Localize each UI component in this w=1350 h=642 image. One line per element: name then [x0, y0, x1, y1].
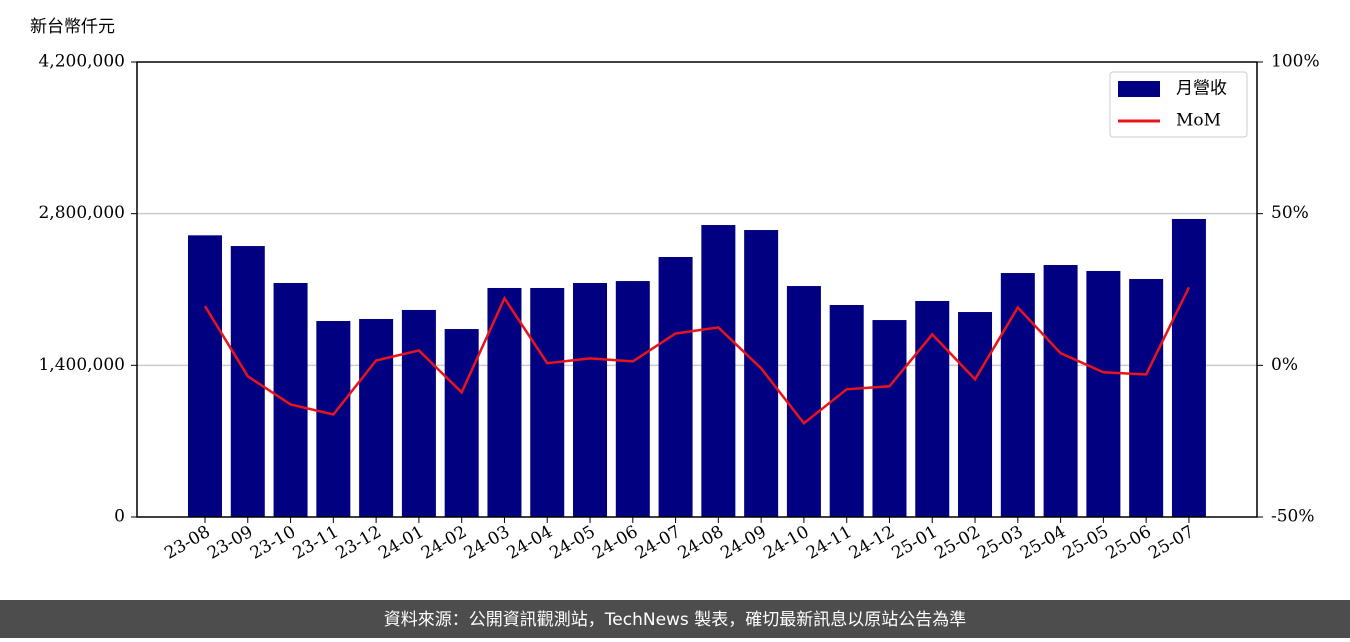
- bar: [444, 329, 479, 517]
- x-tick-label: 24-12: [846, 522, 898, 564]
- bar: [1171, 218, 1206, 517]
- x-tick-label: 23-12: [332, 522, 384, 564]
- bar: [359, 318, 394, 517]
- bar: [573, 283, 608, 517]
- y-tick-label: 0: [114, 507, 125, 527]
- bar: [958, 312, 993, 517]
- y-tick-label: 4,200,000: [38, 52, 125, 72]
- x-tick-label: 24-04: [504, 522, 556, 564]
- x-tick-label: 24-10: [760, 522, 812, 564]
- y2-tick-label: -50%: [1271, 507, 1315, 527]
- mom-line: [203, 286, 1191, 426]
- x-tick-label: 23-10: [247, 522, 299, 564]
- y-tick-label: 2,800,000: [38, 203, 125, 223]
- x-tick-label: 24-08: [675, 522, 727, 564]
- bar: [658, 257, 693, 517]
- x-tick-label: 23-08: [161, 522, 213, 564]
- x-tick-label: 25-02: [931, 522, 983, 564]
- bar: [188, 235, 222, 518]
- bar: [273, 283, 308, 517]
- bar: [744, 230, 779, 517]
- footer: 資料來源：公開資訊觀測站，TechNews 製表，確切最新訊息以原站公告為準: [384, 610, 966, 630]
- bar: [1086, 270, 1121, 517]
- x-tick-label: 24-01: [375, 522, 427, 564]
- x-tick-label: 23-11: [290, 522, 342, 564]
- x-tick-label: 23-09: [204, 522, 256, 564]
- bar: [316, 321, 351, 517]
- bar: [915, 300, 950, 517]
- y-tick-label: 1,400,000: [38, 355, 125, 375]
- footer-band: [0, 600, 1350, 638]
- bar: [872, 320, 907, 517]
- plot-frame: [136, 61, 1258, 518]
- x-tick-label: 24-02: [418, 522, 470, 564]
- bar: [230, 246, 265, 517]
- x-tick-label: 25-05: [1060, 522, 1112, 564]
- bar: [1129, 278, 1164, 517]
- bar: [401, 309, 436, 517]
- x-tick-label: 24-09: [717, 522, 769, 564]
- x-tick-label: 24-03: [461, 522, 513, 564]
- bar: [615, 281, 650, 517]
- bar: [829, 304, 864, 517]
- x-tick-label: 25-01: [889, 522, 941, 564]
- x-tick-label: 25-03: [974, 522, 1026, 564]
- x-tick-label: 25-06: [1102, 522, 1154, 564]
- legend-swatch: [1118, 81, 1160, 97]
- y-axis-label: 新台幣仟元: [30, 17, 115, 37]
- bar: [1000, 273, 1035, 517]
- y2-tick-label: 50%: [1271, 203, 1309, 223]
- legend-label: 月營收: [1176, 79, 1227, 99]
- x-tick-label: 25-07: [1145, 522, 1197, 564]
- y2-tick-label: 100%: [1271, 52, 1320, 72]
- legend-label: MoM: [1176, 111, 1221, 131]
- x-tick-label: 24-06: [589, 522, 641, 564]
- x-tick-label: 24-05: [546, 522, 598, 564]
- y2-tick-label: 0%: [1271, 355, 1298, 375]
- bar: [701, 225, 736, 517]
- bar: [530, 287, 565, 517]
- x-tick-label: 25-04: [1017, 522, 1069, 564]
- bar: [1043, 265, 1078, 517]
- x-tick-label: 24-11: [803, 522, 855, 564]
- x-tick-label: 24-07: [632, 522, 684, 564]
- bar: [786, 286, 821, 517]
